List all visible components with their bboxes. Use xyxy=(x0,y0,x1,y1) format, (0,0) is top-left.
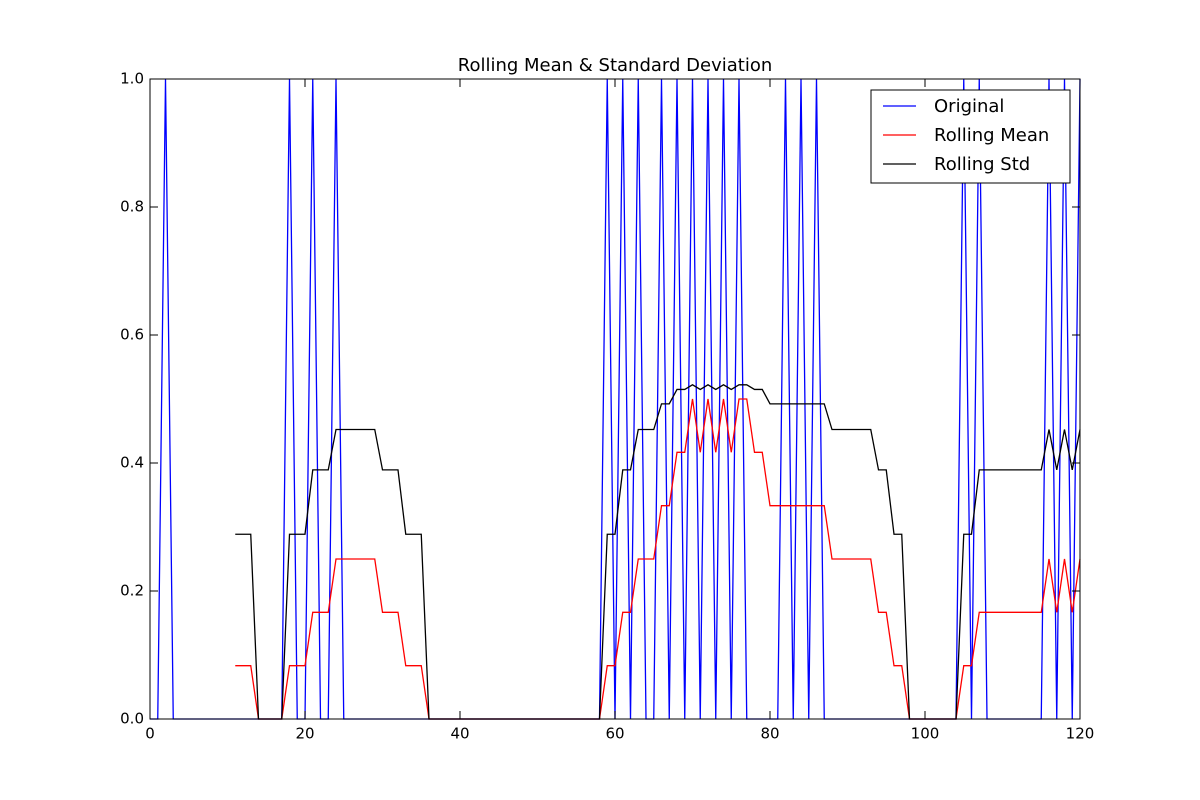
chart-title: Rolling Mean & Standard Deviation xyxy=(458,55,773,76)
x-tick-label: 120 xyxy=(1066,725,1095,743)
x-tick-label: 100 xyxy=(911,725,940,743)
legend-label: Rolling Std xyxy=(934,154,1030,175)
y-tick-label: 0.2 xyxy=(120,582,144,600)
x-tick-label: 40 xyxy=(450,725,469,743)
y-tick-label: 0.4 xyxy=(120,454,144,472)
y-tick-label: 1.0 xyxy=(120,70,144,88)
y-tick-label: 0.8 xyxy=(120,198,144,216)
x-tick-label: 60 xyxy=(605,725,624,743)
x-tick-label: 80 xyxy=(760,725,779,743)
y-tick-label: 0.0 xyxy=(120,710,144,728)
x-tick-label: 0 xyxy=(145,725,155,743)
legend-label: Rolling Mean xyxy=(934,125,1049,146)
x-tick-label: 20 xyxy=(295,725,314,743)
y-tick-label: 0.6 xyxy=(120,326,144,344)
legend-label: Original xyxy=(934,96,1004,117)
